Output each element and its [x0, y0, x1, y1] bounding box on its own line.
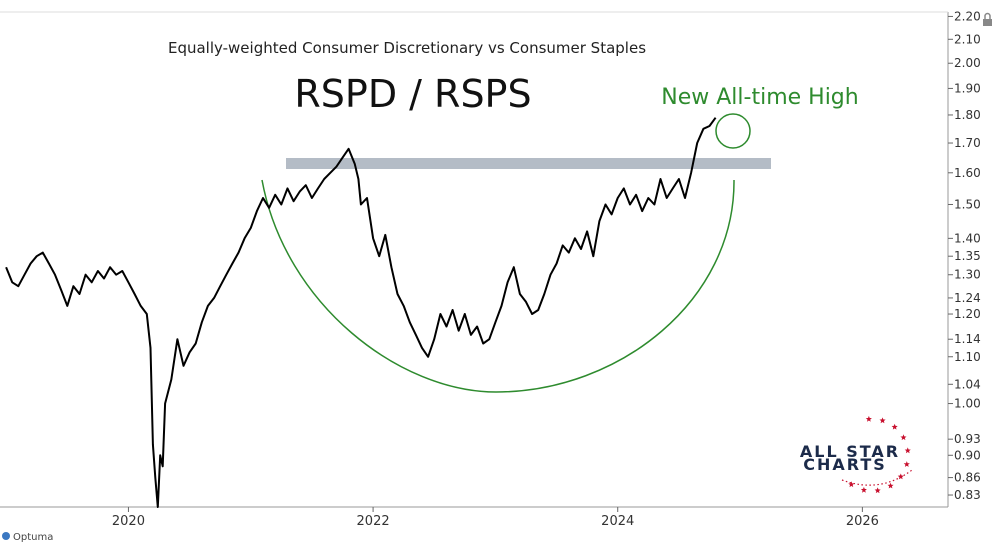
- logo-line1: ALL STAR: [800, 442, 900, 461]
- y-tick-label: 0.90: [954, 448, 981, 462]
- logo-line2: CHARTS: [803, 455, 887, 474]
- logo-swoosh: [841, 469, 913, 486]
- y-tick-label: 2.00: [954, 56, 981, 70]
- logo-star: [903, 461, 910, 467]
- y-tick-label: 1.70: [954, 136, 981, 150]
- series-line-0: [5, 117, 717, 508]
- rounding-bottom-arc: [261, 179, 735, 393]
- y-tick-label: 1.40: [954, 231, 981, 245]
- x-tick-label: 2026: [846, 514, 879, 529]
- series-layer: [5, 117, 717, 508]
- y-tick-label: 1.35: [954, 249, 981, 263]
- lock-icon[interactable]: [983, 12, 992, 27]
- x-tick-label: 2022: [357, 514, 390, 529]
- logo-star: [879, 417, 886, 424]
- y-tick-label: 1.00: [954, 397, 981, 411]
- vendor-label: Optuma: [13, 532, 53, 542]
- logo-star: [900, 434, 907, 441]
- chart-subtitle: Equally-weighted Consumer Discretionary …: [168, 39, 646, 57]
- y-tick-label: 1.50: [954, 197, 981, 211]
- chart-title: RSPD / RSPS: [294, 72, 531, 116]
- x-tick-label: 2024: [601, 514, 634, 529]
- y-tick-label: 1.04: [954, 377, 981, 391]
- logo-star: [904, 447, 911, 454]
- logo-star: [848, 481, 855, 488]
- x-tick-label: 2020: [112, 514, 145, 529]
- logo-star: [874, 487, 881, 494]
- y-tick-label: 1.10: [954, 350, 981, 364]
- y-tick-label: 1.90: [954, 81, 981, 95]
- y-tick-label: 2.10: [954, 32, 981, 46]
- optuma-brand: Optuma: [2, 532, 53, 542]
- logo-star: [887, 482, 894, 489]
- y-tick-label: 1.60: [954, 166, 981, 180]
- annotation-new-high: New All-time High: [661, 85, 858, 110]
- all-star-charts-logo: ALL STAR CHARTS: [800, 415, 913, 494]
- y-tick-label: 1.80: [954, 108, 981, 122]
- y-tick-label: 1.30: [954, 268, 981, 282]
- y-tick-label: 0.83: [954, 488, 981, 502]
- y-axis: 2.20 2.10 2.00 1.90 1.80 1.70 1.60 1.50 1.40 1.35…: [948, 9, 981, 502]
- y-tick-label: 2.20: [954, 9, 981, 23]
- logo-star: [897, 473, 904, 480]
- logo-star: [891, 423, 898, 430]
- y-tick-label: 0.93: [954, 432, 981, 446]
- logo-star: [865, 415, 872, 422]
- logo-star: [860, 486, 867, 493]
- y-tick-label: 1.14: [954, 332, 981, 346]
- y-tick-label: 0.86: [954, 471, 981, 485]
- new-high-circle: [715, 113, 751, 149]
- x-axis: 2020 2022 2024 2026: [112, 507, 879, 529]
- resistance-band: [286, 158, 771, 169]
- y-tick-label: 1.20: [954, 307, 981, 321]
- y-tick-label: 1.24: [954, 291, 981, 305]
